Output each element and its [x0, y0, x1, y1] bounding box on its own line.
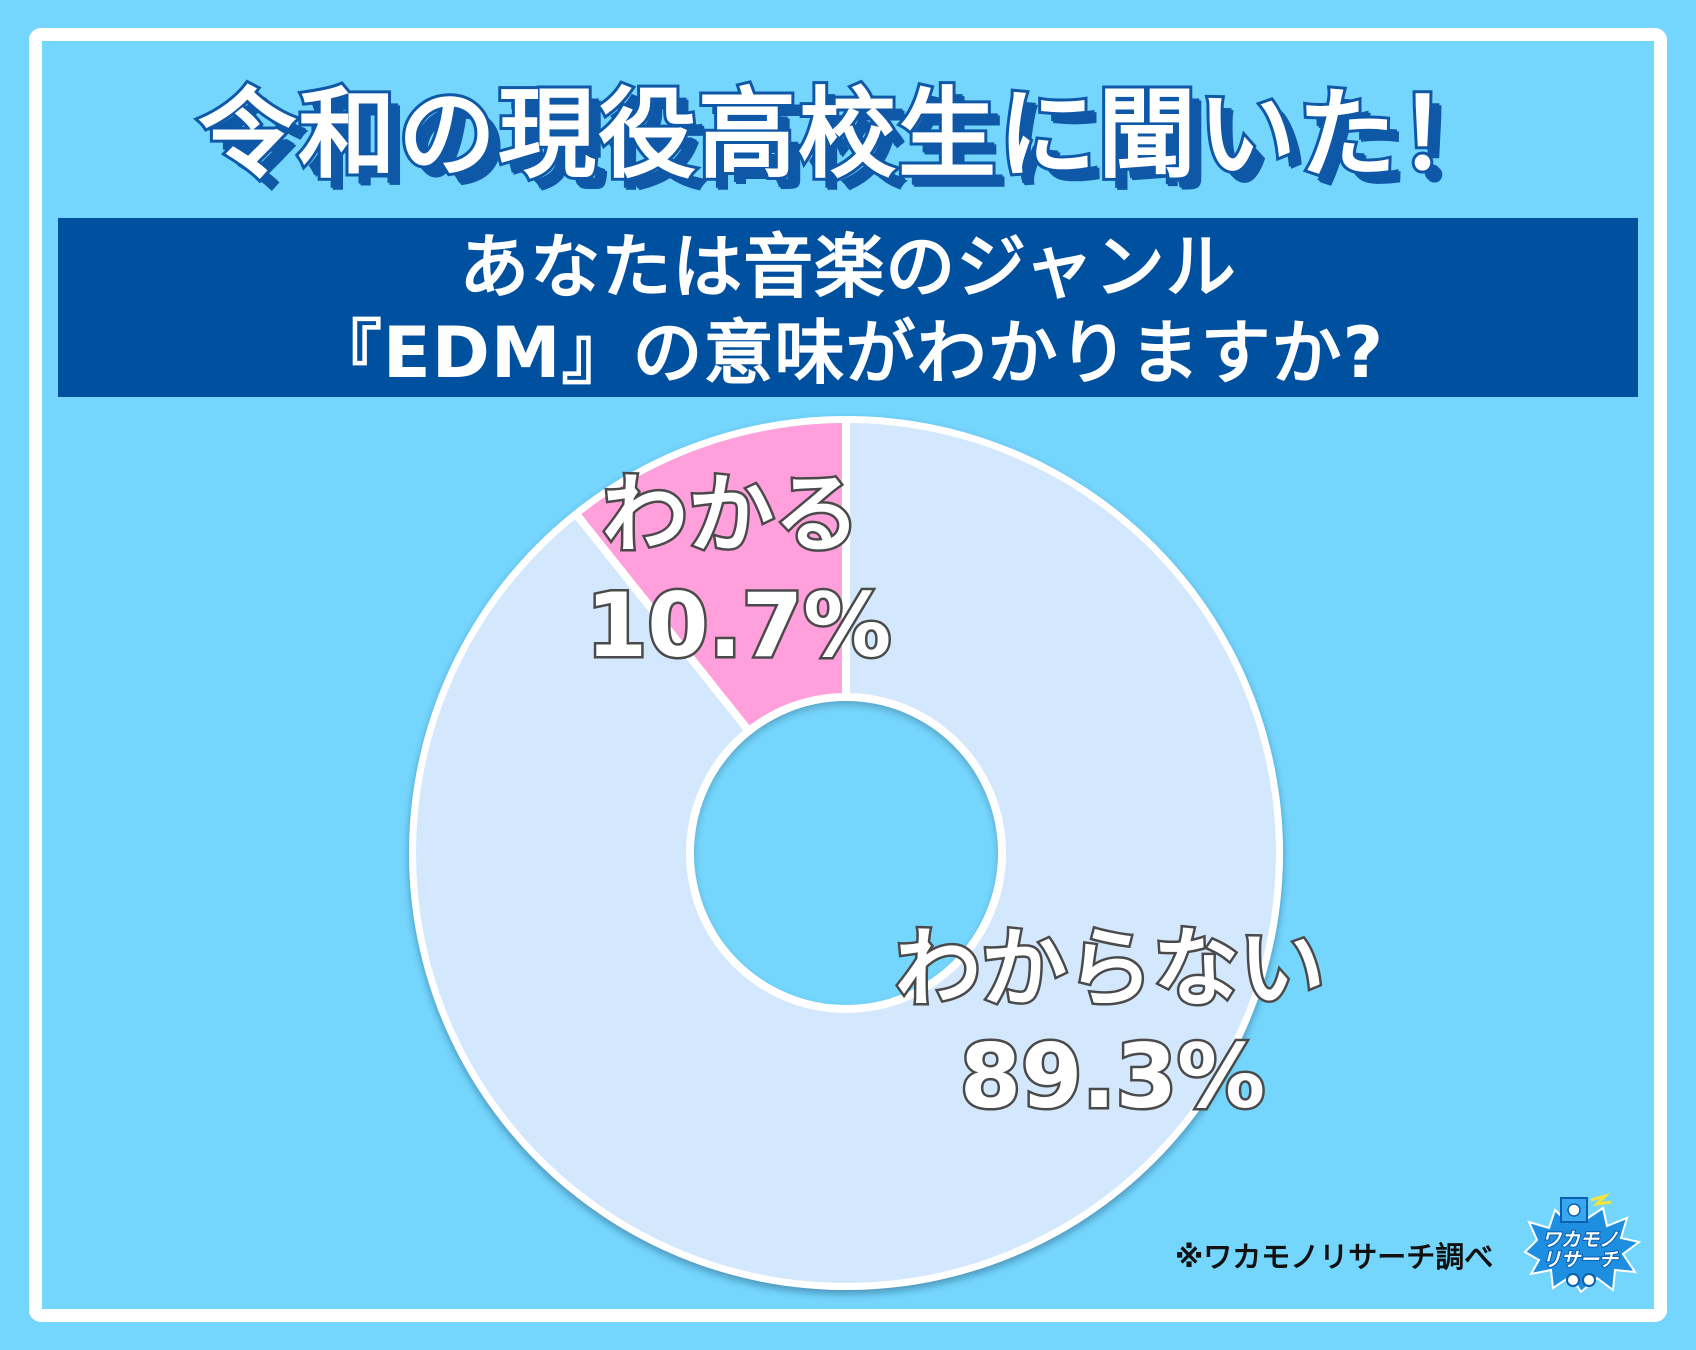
source-note: ※ワカモノリサーチ調べ	[1175, 1240, 1494, 1274]
logo-line-2: リサーチ	[1541, 1249, 1619, 1271]
label-wakaranai-value: 89.3%	[957, 1025, 1267, 1128]
slice-wakaru	[578, 423, 846, 734]
label-wakaranai-name: わからない	[893, 919, 1328, 1019]
logo-burst-icon	[1523, 1192, 1642, 1294]
page-title: 令和の現役高校生に聞いた！	[195, 75, 1499, 195]
label-wakaru-value: 10.7%	[584, 574, 894, 677]
question-banner: あなたは音楽のジャンル 『EDM』の意味がわかりますか?	[58, 218, 1638, 397]
question-line-2: 『EDM』の意味がわかりますか?	[311, 312, 1385, 394]
logo-line-1: ワカモノ	[1541, 1229, 1619, 1251]
wakamono-research-logo: ワカモノ リサーチ	[1515, 1192, 1645, 1297]
label-wakaru-name: わかる	[600, 465, 863, 565]
slice-divider-left	[575, 514, 754, 736]
question-line-1: あなたは音楽のジャンル	[459, 226, 1237, 308]
donut-hole	[694, 701, 998, 1005]
